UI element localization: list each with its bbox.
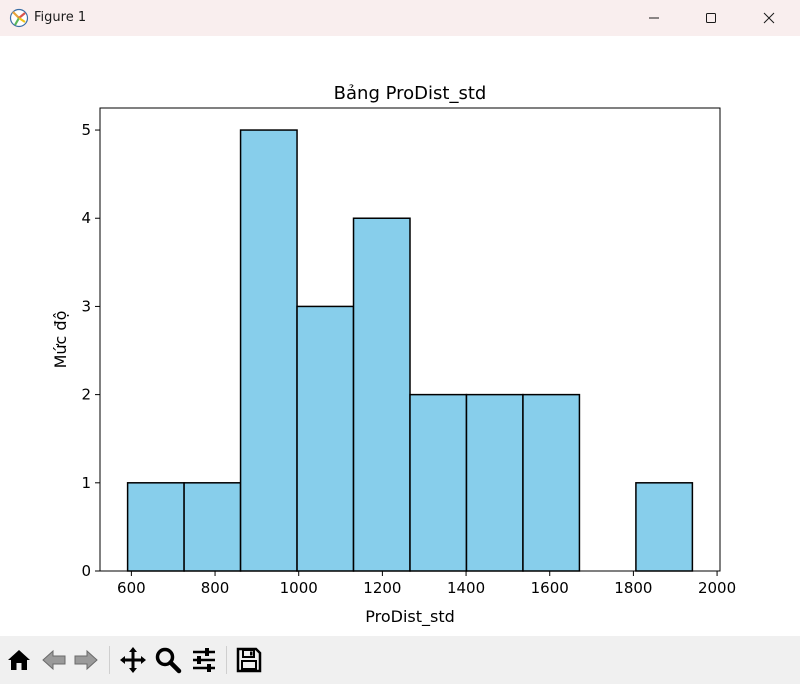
configure-subplots-button[interactable] [188,644,220,676]
forward-arrow-icon [73,647,99,673]
home-icon [6,647,32,673]
figure-canvas[interactable]: 600 800 1000 1200 1400 1600 1800 2000 0 1 2 3 4 5 Bả… [0,36,800,636]
histogram-bar [522,393,581,572]
plot-frame [99,107,721,572]
x-tick-label: 1000 [280,579,318,597]
matplotlib-icon [9,8,29,28]
close-icon [763,12,775,24]
save-button[interactable] [233,644,265,676]
x-tick-label: 800 [201,579,230,597]
configure-subplots-icon [190,646,218,674]
zoom-magnifier-icon [154,646,182,674]
pan-button[interactable] [117,644,149,676]
x-tick-label: 2000 [698,579,736,597]
x-tick-label: 1200 [363,579,401,597]
toolbar-separator [109,646,110,674]
x-axis-label: ProDist_std [365,607,455,627]
y-tick-label: 0 [81,562,91,580]
y-tick-label: 2 [81,386,91,404]
x-tick-label: 1600 [531,579,569,597]
maximize-button[interactable] [688,0,734,36]
x-axis-ticks: 600 800 1000 1200 1400 1600 1800 2000 [117,571,736,597]
histogram-bar [352,217,411,572]
y-tick-label: 5 [81,121,91,139]
histogram-bar [126,482,185,572]
minimize-icon [648,12,660,24]
forward-button[interactable] [70,644,102,676]
navigation-toolbar [0,636,800,684]
x-tick-label: 1800 [614,579,652,597]
back-arrow-icon [41,647,67,673]
minimize-button[interactable] [631,0,677,36]
bars-group [126,129,694,572]
window-title: Figure 1 [34,10,87,25]
histogram-bar [465,393,524,572]
histogram-bar [239,129,298,572]
x-tick-label: 1400 [447,579,485,597]
histogram-bar [183,482,242,572]
back-button[interactable] [38,644,70,676]
pan-move-icon [119,646,147,674]
window-titlebar: Figure 1 [0,0,800,36]
y-axis-ticks: 0 1 2 3 4 5 [81,121,100,580]
zoom-button[interactable] [152,644,184,676]
y-tick-label: 3 [81,297,91,315]
close-button[interactable] [746,0,792,36]
y-axis-label: Mức độ [51,311,70,369]
save-floppy-icon [236,647,262,673]
maximize-icon [705,12,717,24]
histogram-bar [409,393,468,572]
y-tick-label: 1 [81,474,91,492]
x-tick-label: 600 [117,579,146,597]
histogram-chart: 600 800 1000 1200 1400 1600 1800 2000 0 1 2 3 4 5 Bả… [51,83,736,627]
home-button[interactable] [3,644,35,676]
histogram-bar [296,305,355,572]
histogram-bar [635,482,694,572]
toolbar-separator [226,646,227,674]
y-tick-label: 4 [81,209,91,227]
chart-title: Bảng ProDist_std [334,83,487,104]
